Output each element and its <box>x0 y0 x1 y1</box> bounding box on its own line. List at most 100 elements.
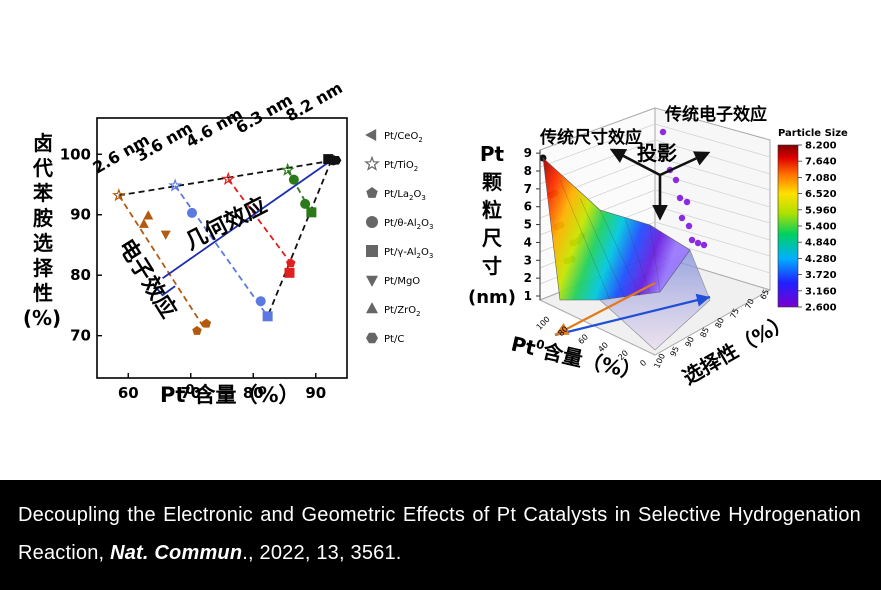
legend-label: Pt/TiO2 <box>384 160 418 173</box>
z-label-char: (nm) <box>468 287 516 308</box>
colorbar-tick-label: 7.080 <box>805 173 837 184</box>
data-point <box>160 230 171 240</box>
colorbar-tick-label: 2.600 <box>805 303 837 314</box>
z-tick-label: 7 <box>524 182 532 196</box>
projection-label: 投影 <box>637 141 677 165</box>
guide-lines <box>118 159 335 328</box>
z-tick-label: 5 <box>524 218 532 232</box>
selectivity-tick-label: 70 <box>744 297 756 310</box>
legend-label: Pt/MgO <box>384 276 420 287</box>
data-point <box>300 198 311 209</box>
y-label-char: 择 <box>33 256 54 280</box>
z-tick-label: 3 <box>524 253 532 267</box>
colorbar-tick-label: 4.840 <box>805 238 837 249</box>
caption-tail: ., 2022, 13, 3561. <box>242 542 402 564</box>
data-point <box>221 171 236 185</box>
z-tick-label: 8 <box>524 164 532 178</box>
pt0-tick-label: 80 <box>556 324 570 338</box>
legend-marker <box>366 216 378 228</box>
y-label-char: 胺 <box>33 206 53 230</box>
colorbar-tick-label: 6.520 <box>805 189 837 200</box>
geometric-solid-line <box>162 159 332 279</box>
legend-label: Pt/ZrO2 <box>384 305 421 318</box>
colorbar-title: Particle Size <box>778 128 848 139</box>
data-point <box>255 296 266 307</box>
top-dashed-line <box>118 159 335 197</box>
colorbar-ticks: 8.200 7.640 7.080 6.520 5.960 5.400 4.840 4.280… <box>798 141 837 314</box>
colorbar-tick-label: 4.280 <box>805 254 837 265</box>
data-points <box>111 154 342 335</box>
data-point <box>111 188 126 202</box>
citation-caption: Decoupling the Electronic and Geometric … <box>0 480 881 590</box>
selectivity-tick-label: 85 <box>699 326 711 339</box>
z-tick-label: 9 <box>524 146 532 160</box>
legend-label: Pt/CeO2 <box>384 131 423 144</box>
projection-arrows <box>609 148 711 221</box>
data-point <box>143 210 154 220</box>
red-dashed-line <box>227 178 292 264</box>
colorbar-tick-label: 5.960 <box>805 205 837 216</box>
selectivity-tick-label: 80 <box>714 316 726 329</box>
data-point <box>168 178 183 192</box>
orange-dashed-line <box>118 194 205 328</box>
selectivity-tick-label: 65 <box>759 288 771 301</box>
legend-marker <box>366 332 378 344</box>
z-tick-label: 4 <box>524 235 532 249</box>
colorbar <box>777 144 799 308</box>
particle-size-labels: 2.6 nm3.6 nm4.6 nm6.3 nm8.2 nm <box>90 78 346 177</box>
electronic-effect-3d-label: 传统电子效应 <box>664 104 767 125</box>
selectivity-vs-pt0-chart: 60 70 80 90 70 80 90 100 2.6 nm3.6 nm4.6 nm6.3 … <box>23 78 434 407</box>
data-point <box>192 325 202 335</box>
data-point <box>285 258 296 268</box>
data-point <box>262 311 273 322</box>
legend-marker <box>366 275 378 287</box>
y-label-char: 性 <box>33 281 53 305</box>
size-effect-label: 传统尺寸效应 <box>539 127 642 148</box>
legend-marker <box>366 187 378 198</box>
z-label-char: 尺 <box>482 226 502 250</box>
particle-size-surface <box>542 157 691 301</box>
z-label-char: 粒 <box>482 198 502 222</box>
legend-marker <box>364 155 380 171</box>
right-angle-mark <box>152 283 176 297</box>
x-tick-label: 60 <box>118 384 139 402</box>
colorbar-tick-label: 3.160 <box>805 286 837 297</box>
y-tick-label: 70 <box>70 327 91 345</box>
legend-label: Pt/La2O3 <box>384 189 426 202</box>
data-point <box>138 218 149 228</box>
colorbar-tick-label: 7.640 <box>805 157 837 168</box>
y-tick-label: 90 <box>70 206 91 224</box>
electronic-arrow <box>554 293 711 337</box>
x-tick-label: 80 <box>243 384 264 402</box>
plot-frame <box>96 117 348 379</box>
y-tick-label: 100 <box>60 145 91 163</box>
geometric-arrow <box>554 282 656 336</box>
legend-marker <box>365 129 377 141</box>
z-label-char: 寸 <box>482 254 502 278</box>
caption-text: Decoupling the Electronic and Geometric … <box>18 504 861 564</box>
selectivity-tick-label: 95 <box>669 345 681 358</box>
y-label-char: 代 <box>32 156 53 180</box>
z-tick-label: 6 <box>524 200 532 214</box>
legend-marker <box>366 245 378 257</box>
blue-dashed-line <box>174 185 269 317</box>
legend: Pt/CeO2 Pt/TiO2 Pt/La2O3 Pt/θ-Al2O3 Pt/γ-Al2… <box>364 129 433 345</box>
y-label-char: 卤 <box>33 131 53 155</box>
z-label-char: 颗 <box>482 170 502 194</box>
data-point <box>284 267 295 278</box>
z-tick-label: 1 <box>524 289 532 303</box>
z-tick-label: 2 <box>524 271 532 285</box>
y-label-char: 选 <box>33 231 53 255</box>
data-point <box>288 174 299 185</box>
journal-name: Nat. Commun <box>110 542 243 564</box>
y-label-char: (%) <box>23 306 61 330</box>
black-dashed-line <box>266 159 333 317</box>
data-point <box>306 207 317 218</box>
legend-label: Pt/γ-Al2O3 <box>384 247 433 260</box>
data-point <box>280 162 295 176</box>
geometric-effect-label: 几何效应 <box>181 192 271 255</box>
